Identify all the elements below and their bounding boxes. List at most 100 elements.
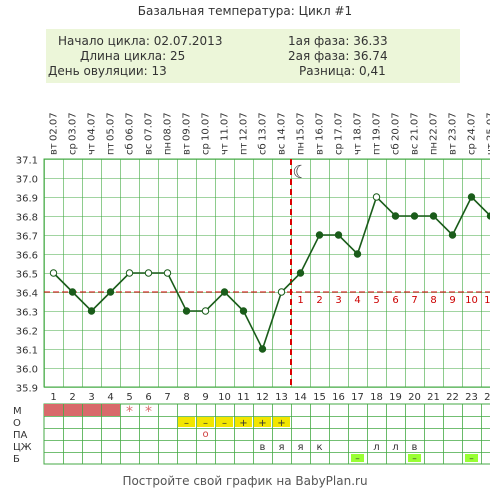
weekday-label: чт	[353, 143, 364, 155]
day-number: 6	[145, 392, 151, 403]
day-number: 12	[256, 392, 269, 403]
footer-link[interactable]: Постройте свой график на BabyPlan.ru	[122, 474, 368, 488]
weekday-label: вт	[182, 143, 193, 155]
temperature-point	[239, 307, 248, 315]
date-label: 15.07	[296, 112, 307, 141]
day-number: 13	[275, 392, 288, 403]
date-label: 19.07	[372, 112, 383, 141]
discharge-symbol: +	[258, 418, 266, 429]
y-tick-label-left: 36.9	[16, 194, 38, 205]
y-tick-label-left: 36.7	[16, 232, 38, 243]
temperature-point	[201, 307, 210, 315]
date-label: 25.07	[486, 112, 490, 141]
cycle-length: Длина цикла: 25	[80, 49, 186, 63]
phase2-day-label: 5	[373, 295, 379, 306]
phase2-day-label: 6	[392, 295, 398, 306]
y-tick-label-left: 36.3	[16, 308, 38, 319]
weekday-label: сб	[258, 143, 269, 155]
day-number: 19	[389, 392, 402, 403]
day-number: 22	[446, 392, 459, 403]
date-label: 21.07	[410, 112, 421, 141]
day-number: 15	[313, 392, 326, 403]
day-number: 11	[237, 392, 250, 403]
date-label: 02.07	[49, 112, 60, 141]
discharge-cell	[197, 417, 214, 427]
discharge-symbol: –	[203, 418, 208, 429]
temperature-point	[125, 269, 134, 277]
phase2-day-label: 9	[449, 295, 455, 306]
temperature-point	[467, 193, 476, 201]
day-number: 24	[484, 392, 490, 403]
date-label: 03.07	[68, 112, 79, 141]
y-tick-label-left: 37.1	[16, 156, 38, 167]
phase2-day-label: 10	[465, 295, 478, 306]
temperature-point	[429, 212, 438, 220]
row-label-left: Б	[13, 454, 20, 465]
date-label: 22.07	[429, 112, 440, 141]
weekday-label: ср	[68, 143, 79, 155]
temperature-point	[220, 288, 229, 296]
temperature-point	[448, 231, 457, 239]
y-tick-label-left: 36.2	[16, 327, 38, 338]
y-tick-label-left: 36.4	[16, 289, 38, 300]
day-number: 14	[294, 392, 307, 403]
day-number: 9	[202, 392, 208, 403]
weekday-label: вт	[315, 143, 326, 155]
weekday-label: пн	[429, 142, 440, 155]
day-number: 7	[164, 392, 170, 403]
weekday-label: пт	[372, 142, 383, 155]
day-number: 8	[183, 392, 189, 403]
weekday-label: вт	[448, 143, 459, 155]
temperature-point	[163, 269, 172, 277]
phase2-day-label: 7	[411, 295, 417, 306]
menstruation-cell	[82, 404, 101, 416]
date-label: 04.07	[87, 112, 98, 141]
weekday-label: ср	[467, 143, 478, 155]
temperature-point	[87, 307, 96, 315]
temperature-point	[353, 250, 362, 258]
cycle-info-box: Начало цикла: 02.07.2013 Длина цикла: 25…	[46, 29, 460, 83]
date-label: 18.07	[353, 112, 364, 141]
menstruation-cell	[44, 404, 63, 416]
y-tick-label-left: 37.0	[16, 175, 38, 186]
date-label: 20.07	[391, 112, 402, 141]
row-label-left: ПА	[13, 430, 28, 441]
b-marker	[465, 454, 478, 462]
y-tick-label-left: 35.9	[16, 384, 38, 395]
date-label: 11.07	[220, 112, 231, 141]
temperature-point	[315, 231, 324, 239]
b-marker	[408, 454, 421, 462]
date-label: 09.07	[182, 112, 193, 141]
weekday-label: пт	[106, 142, 117, 155]
phase2-day-label: 4	[354, 295, 360, 306]
date-label: 05.07	[106, 112, 117, 141]
day-number: 2	[69, 392, 75, 403]
date-label: 12.07	[239, 112, 250, 141]
b-marker	[351, 454, 364, 462]
phase2-day-label: 3	[335, 295, 341, 306]
phase2-day-label: 1	[297, 295, 303, 306]
weekday-label: вс	[410, 144, 421, 155]
temperature-point	[182, 307, 191, 315]
pa-symbol: o	[202, 429, 208, 440]
cycle-start: Начало цикла: 02.07.2013	[58, 34, 223, 48]
cervix-symbol: я	[278, 442, 284, 453]
date-label: 17.07	[334, 112, 345, 141]
weekday-label: пн	[296, 142, 307, 155]
temperature-point	[391, 212, 400, 220]
discharge-symbol: –	[222, 418, 227, 429]
temperature-point	[106, 288, 115, 296]
date-label: 24.07	[467, 112, 478, 141]
day-number: 4	[107, 392, 113, 403]
cervix-symbol: л	[373, 442, 379, 453]
phase1-temp: 1ая фаза: 36.33	[288, 34, 388, 48]
discharge-cell	[216, 417, 233, 427]
b-marker-dash: –	[469, 454, 474, 464]
weekday-label: вт	[49, 143, 60, 155]
moon-icon: ☾	[292, 162, 308, 183]
day-number: 17	[351, 392, 364, 403]
phase2-day-label: 11	[484, 295, 490, 306]
weekday-label: пт	[239, 142, 250, 155]
menstruation-star: *	[145, 404, 152, 420]
